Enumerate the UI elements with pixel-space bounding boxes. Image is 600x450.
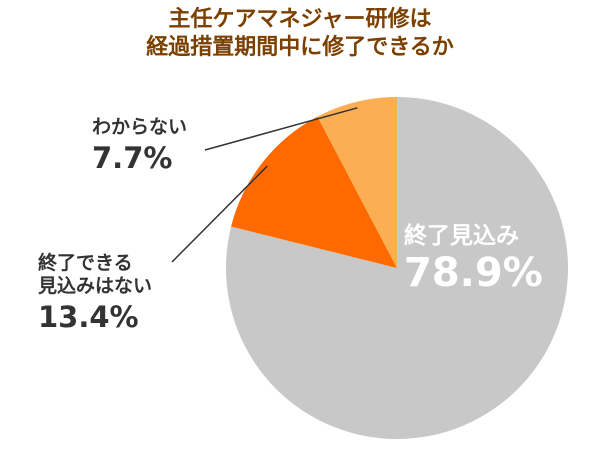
- slice-label-no-prospect-line-2: 見込みはない: [38, 275, 153, 297]
- pie-slice-unknown: [317, 97, 397, 268]
- slice-label-completion-expected-value: 78.9%: [404, 250, 543, 296]
- leader-line-unknown: [204, 107, 358, 151]
- slice-label-unknown-category: わからない: [92, 116, 188, 138]
- pie-slice-no-prospect: [231, 116, 397, 268]
- chart-title: 主任ケアマネジャー研修は 経過措置期間中に修了できるか: [0, 6, 600, 62]
- leader-line-no-prospect: [171, 165, 268, 263]
- slice-label-unknown: わからない 7.7%: [92, 116, 187, 175]
- slice-label-no-prospect: 終了できる 見込みはない 13.4%: [38, 252, 152, 334]
- slice-label-unknown-value: 7.7%: [92, 141, 173, 175]
- slice-label-no-prospect-value: 13.4%: [38, 300, 139, 334]
- slice-label-completion-expected-category: 終了見込み: [404, 223, 519, 249]
- chart-title-line-2: 経過措置期間中に修了できるか: [146, 35, 454, 60]
- slice-label-no-prospect-line-1: 終了できる: [38, 252, 133, 274]
- slice-label-completion-expected: 終了見込み 78.9%: [404, 222, 543, 296]
- chart-title-line-1: 主任ケアマネジャー研修は: [168, 7, 432, 32]
